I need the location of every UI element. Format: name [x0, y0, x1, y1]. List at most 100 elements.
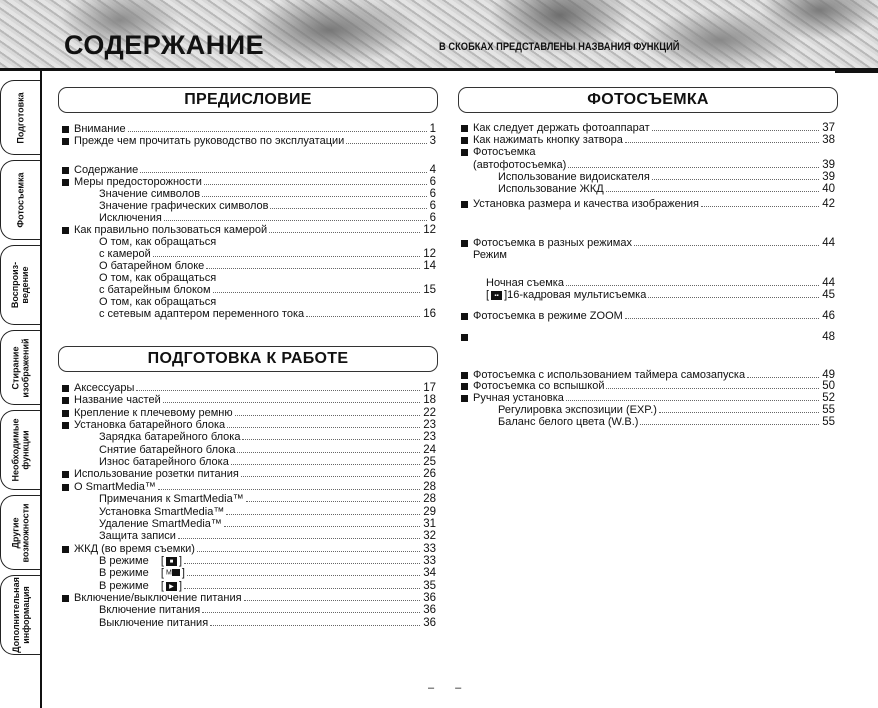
- toc-entry[interactable]: О том, как обращаться: [62, 272, 436, 284]
- toc-entry-title: Ночная съемка: [486, 277, 564, 289]
- toc-entry-page: 12: [423, 224, 436, 236]
- toc-entry[interactable]: Ручная установка 52: [461, 392, 835, 404]
- toc-entry[interactable]: [▪▪]16-кадровая мультисъемка 45: [461, 289, 835, 301]
- toc-entry[interactable]: Крепление к плечевому ремню 22: [62, 407, 436, 419]
- toc-entry[interactable]: Фотосъемка со вспышкой 50: [461, 380, 835, 392]
- side-tab[interactable]: Фотосъемка: [0, 160, 40, 240]
- toc-entry[interactable]: с батарейным блоком 15: [62, 284, 436, 296]
- toc-entry[interactable]: Значение символов 6: [62, 188, 436, 200]
- toc-entry[interactable]: Фотосъемка: [461, 146, 835, 158]
- toc-entry[interactable]: О том, как обращаться: [62, 296, 436, 308]
- toc-entry[interactable]: Меры предосторожности 6: [62, 176, 436, 188]
- toc-entry[interactable]: Использование ЖКД 40: [461, 183, 835, 195]
- toc-entry-title: с сетевым адаптером переменного тока: [99, 308, 305, 320]
- toc-entry-title: В режиме [■]: [99, 555, 183, 567]
- dot-leader: [136, 390, 421, 391]
- toc-entry[interactable]: В режиме [M] 34: [62, 567, 436, 579]
- toc-entry[interactable]: с сетевым адаптером переменного тока 16: [62, 308, 436, 320]
- toc-entry[interactable]: Режим: [461, 249, 835, 261]
- toc-entry[interactable]: Название частей 18: [62, 394, 436, 406]
- dot-leader: [606, 388, 820, 389]
- toc-entry[interactable]: Установка батарейного блока 23: [62, 419, 436, 431]
- toc-entry[interactable]: Фотосъемка в разных режимах 44: [461, 237, 835, 249]
- toc-entry[interactable]: Фотосъемка в режиме ZOOM 46: [461, 310, 835, 322]
- toc-entry[interactable]: с камерой 12: [62, 248, 436, 260]
- toc-entry-page: 6: [429, 200, 436, 212]
- dot-leader: [237, 452, 421, 453]
- dot-leader: [242, 439, 421, 440]
- toc-entry[interactable]: 48: [461, 331, 835, 343]
- side-tab-label: Подготовка: [15, 91, 26, 144]
- toc-entry-page: 55: [822, 416, 835, 428]
- toc-entry[interactable]: Ночная съемка 44: [461, 277, 835, 289]
- bullet-icon: [62, 385, 69, 392]
- side-tab[interactable]: Дополнительная информация: [0, 575, 40, 655]
- toc-entry[interactable]: O SmartMedia™ 28: [62, 481, 436, 493]
- toc-entry[interactable]: Регулировка экспозиции (EXP.) 55: [461, 404, 835, 416]
- toc-entry[interactable]: Значение графических символов 6: [62, 200, 436, 212]
- side-tab[interactable]: Стирание изображений: [0, 330, 40, 405]
- dot-leader: [140, 172, 427, 173]
- toc-entry[interactable]: В режиме [■] 33: [62, 555, 436, 567]
- sidebar-divider: [40, 71, 42, 708]
- toc-entry[interactable]: Выключение питания 36: [62, 617, 436, 629]
- toc-entry-page: 52: [822, 392, 835, 404]
- toc-entry[interactable]: Использование розетки питания 26: [62, 468, 436, 480]
- toc-entry[interactable]: Как следует держать фотоаппарат 37: [461, 122, 835, 134]
- toc-entry-title: Содержание: [74, 164, 139, 176]
- dot-leader: [186, 575, 421, 576]
- dot-leader: [177, 538, 421, 539]
- toc-entry[interactable]: Удаление SmartMedia™ 31: [62, 518, 436, 530]
- toc-entry[interactable]: Содержание 4: [62, 164, 436, 176]
- toc-entry[interactable]: Включение питания 36: [62, 604, 436, 616]
- dot-leader: [651, 130, 820, 131]
- toc-entry-page: 38: [822, 134, 835, 146]
- toc-entry[interactable]: Исключения 6: [62, 212, 436, 224]
- toc-entry[interactable]: Примечания к SmartMedia™ 28: [62, 493, 436, 505]
- toc-entry[interactable]: Аксессуары 17: [62, 382, 436, 394]
- toc-entry-title: (автофотосъемка): [473, 159, 567, 171]
- toc-entry-page: 44: [822, 277, 835, 289]
- dot-leader: [184, 563, 421, 564]
- toc-entry[interactable]: О том, как обращаться: [62, 236, 436, 248]
- toc-entry[interactable]: В режиме [▶] 35: [62, 580, 436, 592]
- toc-entry[interactable]: Фотосъемка с использованием таймера само…: [461, 369, 835, 381]
- side-tab[interactable]: Необходимые функции: [0, 410, 40, 490]
- toc-entry[interactable]: Установка размера и качества изображения…: [461, 198, 835, 210]
- dot-leader: [127, 131, 427, 132]
- toc-entry-page: 17: [423, 382, 436, 394]
- bullet-icon: [461, 201, 468, 208]
- toc-entry-title: Фотосъемка со вспышкой: [473, 380, 605, 392]
- toc-entry[interactable]: Снятие батарейного блока 24: [62, 444, 436, 456]
- toc-entry-page: 29: [423, 506, 436, 518]
- toc-entry[interactable]: Зарядка батарейного блока 23: [62, 431, 436, 443]
- toc-entry-title: В режиме [▶]: [99, 580, 183, 592]
- toc-entry[interactable]: Защита записи 32: [62, 530, 436, 542]
- dot-leader: [624, 318, 820, 319]
- toc-entry-page: 34: [423, 567, 436, 579]
- toc-entry[interactable]: Использование видоискателя 39: [461, 171, 835, 183]
- toc-entry-title: Фотосъемка в режиме ZOOM: [473, 310, 623, 322]
- toc-entry-page: 44: [822, 237, 835, 249]
- toc-entry[interactable]: Баланс белого цвета (W.B.) 55: [461, 416, 835, 428]
- side-tab[interactable]: Подготовка: [0, 80, 40, 155]
- side-tab[interactable]: Другие возможности: [0, 495, 40, 570]
- toc-entry[interactable]: О батарейном блоке 14: [62, 260, 436, 272]
- header-banner: [0, 0, 878, 68]
- toc-entry-page: 49: [822, 369, 835, 381]
- toc-entry-title: Выключение питания: [99, 617, 209, 629]
- toc-entry[interactable]: Внимание 1: [62, 123, 436, 135]
- side-tab[interactable]: Воспроиз-ведение: [0, 245, 40, 325]
- camera-icon: ■: [165, 556, 177, 566]
- bullet-icon: [62, 179, 69, 186]
- toc-entry[interactable]: ЖКД (во время съемки) 33: [62, 543, 436, 555]
- toc-entry-title: ЖКД (во время съемки): [74, 543, 195, 555]
- toc-entry[interactable]: Как правильно пользоваться камерой 12: [62, 224, 436, 236]
- page-title: СОДЕРЖАНИЕ: [64, 30, 265, 60]
- toc-entry[interactable]: (автофотосъемка) 39: [461, 159, 835, 171]
- toc-entry[interactable]: Включение/выключение питания 36: [62, 592, 436, 604]
- toc-entry[interactable]: Износ батарейного блока 25: [62, 456, 436, 468]
- toc-entry[interactable]: Как нажимать кнопку затвора 38: [461, 134, 835, 146]
- toc-entry[interactable]: Прежде чем прочитать руководство по эксп…: [62, 135, 436, 147]
- toc-entry[interactable]: Установка SmartMedia™ 29: [62, 506, 436, 518]
